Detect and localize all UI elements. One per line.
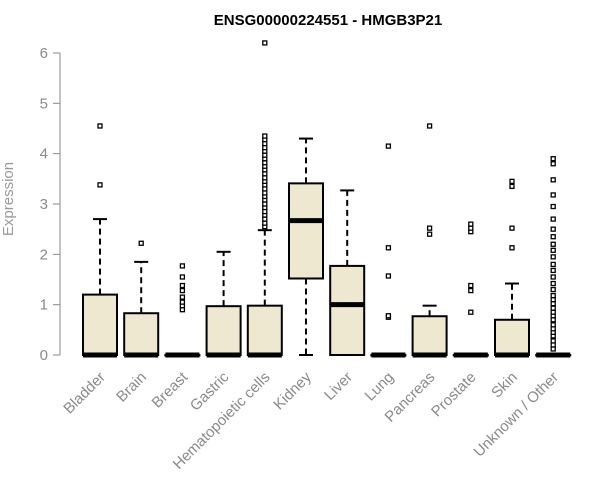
outlier-point: [426, 225, 433, 231]
y-axis-label: Expression: [0, 162, 17, 236]
outlier-point: [550, 192, 556, 198]
box-prostate: [452, 221, 489, 358]
outlier-point: [385, 143, 392, 149]
outlier-point: [550, 226, 556, 232]
box-iqr: [494, 318, 530, 356]
outlier-point: [262, 40, 268, 46]
outlier-point: [550, 203, 556, 210]
outlier-point: [468, 287, 474, 294]
outlier-point: [550, 177, 556, 183]
outlier-point: [179, 294, 186, 300]
box-iqr: [205, 305, 242, 356]
outlier-point: [385, 273, 392, 279]
chart-title: ENSG00000224551 - HMGB3P21: [214, 12, 442, 29]
y-tick-label: 2: [40, 246, 48, 263]
outlier-point: [550, 322, 556, 328]
box-gastric: [205, 250, 242, 358]
outlier-point: [509, 225, 515, 231]
outlier-point: [550, 156, 556, 162]
x-tick-label: Bladder: [60, 369, 109, 418]
outlier-point: [179, 299, 186, 305]
outlier-point: [550, 254, 556, 260]
box-lung: [370, 143, 407, 358]
outlier-point: [550, 161, 556, 167]
outlier-point: [550, 216, 556, 222]
outlier-point: [550, 338, 556, 344]
box-breast: [164, 263, 201, 358]
x-tick-label: Liver: [321, 369, 356, 404]
box-iqr: [329, 264, 366, 356]
box-liver: [329, 189, 366, 356]
outlier-point: [97, 182, 103, 188]
x-tick-label: Brain: [113, 369, 150, 406]
outlier-point: [97, 123, 103, 129]
outlier-point: [509, 245, 515, 251]
outlier-point: [550, 234, 556, 240]
outlier-point: [468, 221, 474, 227]
x-tick-label: Breast: [149, 368, 192, 411]
box-iqr: [82, 293, 118, 357]
y-tick-label: 5: [40, 95, 48, 112]
outlier-point: [426, 231, 433, 237]
outlier-point: [550, 305, 556, 311]
box-iqr: [411, 315, 448, 357]
box-hematopoietic-cells: [246, 40, 283, 358]
outlier-point: [550, 241, 556, 247]
outlier-point: [509, 183, 515, 190]
outlier-point: [550, 267, 556, 274]
box-skin: [494, 178, 530, 358]
outlier-point: [179, 282, 186, 289]
y-tick-label: 1: [40, 297, 48, 314]
outlier-point: [262, 133, 268, 139]
box-iqr: [288, 182, 324, 280]
outlier-point: [179, 263, 186, 269]
outlier-point: [179, 274, 186, 280]
outlier-point: [550, 274, 556, 280]
outlier-point: [550, 247, 556, 253]
outlier-point: [468, 309, 474, 315]
outlier-point: [179, 287, 186, 294]
x-tick-label: Lung: [362, 369, 398, 405]
y-tick-label: 4: [40, 146, 48, 163]
outlier-point: [550, 280, 556, 287]
x-tick-label: Kidney: [270, 368, 315, 413]
x-tick-label: Skin: [488, 369, 521, 402]
outlier-point: [550, 261, 556, 268]
box-pancreas: [411, 123, 448, 358]
box-bladder: [82, 123, 118, 358]
box-iqr: [246, 304, 283, 357]
outlier-point: [509, 178, 515, 185]
box-brain: [123, 240, 160, 358]
y-tick-label: 3: [40, 196, 48, 213]
x-tick-label: Prostate: [428, 369, 480, 421]
outlier-point: [426, 123, 433, 129]
y-tick-label: 6: [40, 45, 48, 62]
box-unknown-other: [535, 156, 572, 358]
y-tick-label: 0: [40, 347, 48, 364]
outlier-point: [385, 313, 392, 319]
outlier-point: [385, 245, 392, 251]
outlier-point: [550, 286, 556, 293]
outlier-point: [468, 282, 474, 289]
box-series: [82, 40, 572, 358]
box-iqr: [123, 312, 160, 356]
y-axis: 0 1 2 3 4 5 6: [40, 45, 61, 364]
box-kidney: [288, 137, 324, 356]
outlier-point: [550, 292, 556, 299]
outlier-point: [138, 240, 144, 246]
